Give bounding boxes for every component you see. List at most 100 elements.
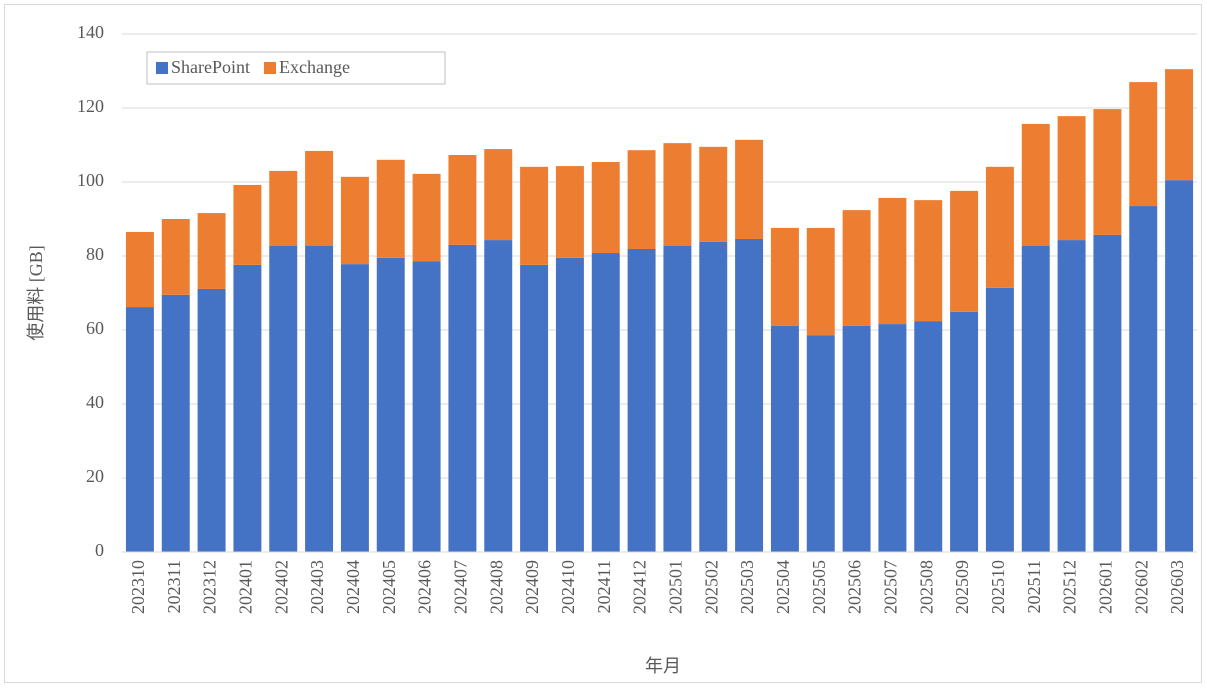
x-tick-label: 202506: [845, 560, 865, 614]
y-tick-label: 80: [86, 244, 104, 264]
bar-segment: [770, 325, 799, 552]
bar-segment: [1165, 69, 1194, 181]
legend-label: Exchange: [279, 57, 350, 77]
x-tick-label: 202511: [1024, 560, 1044, 613]
x-tick-label: 202412: [630, 560, 650, 614]
bar-segment: [806, 335, 835, 552]
bar-segment: [1021, 246, 1050, 552]
x-tick-label: 202602: [1131, 560, 1151, 614]
legend-box: [146, 51, 446, 85]
y-axis-title: 使用料 [GB]: [26, 245, 46, 341]
x-tick-label: 202411: [594, 560, 614, 613]
x-tick-label: 202501: [666, 560, 686, 614]
bar-segment: [950, 311, 979, 552]
bar-segment: [161, 219, 190, 295]
y-tick-label: 60: [86, 318, 104, 338]
bar-segment: [985, 166, 1014, 288]
bar-segment: [1021, 123, 1050, 247]
x-tick-label: 202409: [522, 560, 542, 614]
x-tick-label: 202603: [1167, 560, 1187, 614]
x-tick-label: 202502: [701, 560, 721, 614]
y-tick-label: 100: [77, 170, 104, 190]
x-tick-label: 202508: [916, 560, 936, 614]
bar-segment: [842, 325, 871, 552]
x-tick-label: 202405: [379, 560, 399, 614]
bar-segment: [555, 166, 584, 258]
bar-segment: [448, 154, 477, 245]
bar-segment: [699, 241, 728, 552]
bar-segment: [663, 143, 692, 247]
x-tick-label: 202404: [343, 560, 363, 614]
bar-segment: [1129, 206, 1158, 553]
bar-segment: [376, 159, 405, 258]
bar-segment: [125, 307, 154, 552]
y-tick-label: 20: [86, 466, 104, 486]
x-tick-label: 202402: [271, 560, 291, 614]
y-tick-label: 40: [86, 392, 104, 412]
x-tick-label: 202403: [307, 560, 327, 614]
bar-segment: [914, 200, 943, 322]
x-tick-label: 202312: [200, 560, 220, 614]
bar-segment: [1165, 180, 1194, 552]
bar-segment: [950, 190, 979, 312]
bar-segment: [484, 240, 513, 552]
x-tick-label: 202512: [1060, 560, 1080, 614]
bar-segment: [627, 150, 656, 249]
bar-segment: [770, 227, 799, 326]
bar-segment: [197, 288, 226, 552]
bar-segment: [914, 321, 943, 552]
x-tick-label: 202509: [952, 560, 972, 614]
bar-segment: [125, 231, 154, 308]
legend-swatch: [156, 62, 168, 74]
x-tick-label: 202310: [128, 560, 148, 614]
bar-segment: [269, 170, 298, 247]
bar-segment: [233, 264, 262, 552]
y-tick-label: 120: [77, 96, 104, 116]
x-tick-label: 202503: [737, 560, 757, 614]
bar-segment: [484, 149, 513, 241]
x-tick-label: 202601: [1096, 560, 1116, 614]
legend-swatch: [264, 62, 276, 74]
bar-segment: [340, 176, 369, 265]
x-tick-label: 202504: [773, 560, 793, 614]
bar-segment: [735, 238, 764, 553]
x-tick-label: 202507: [881, 560, 901, 614]
bar-segment: [520, 264, 549, 552]
bar-segment: [233, 184, 262, 265]
bar-segment: [878, 324, 907, 552]
bar-segment: [985, 287, 1014, 552]
bar-segment: [735, 139, 764, 239]
bar-segment: [1129, 82, 1158, 207]
bar-segment: [448, 244, 477, 552]
legend-label: SharePoint: [171, 57, 250, 77]
bar-segment: [1057, 116, 1086, 241]
x-tick-label: 202408: [486, 560, 506, 614]
bar-segment: [1093, 109, 1122, 235]
bar-segment: [878, 197, 907, 325]
bar-segment: [305, 246, 334, 552]
bar-segment: [627, 248, 656, 552]
bar-segment: [591, 162, 620, 254]
y-tick-label: 0: [95, 540, 104, 560]
bar-segment: [161, 294, 190, 552]
bar-segment: [197, 213, 226, 289]
bar-segment: [591, 253, 620, 553]
bar-segment: [555, 257, 584, 552]
bar-segment: [340, 264, 369, 552]
x-tick-label: 202505: [809, 560, 829, 614]
bar-segment: [1093, 234, 1122, 552]
bar-segment: [412, 261, 441, 552]
x-tick-label: 202406: [415, 560, 435, 614]
bar-segment: [269, 246, 298, 552]
x-tick-label: 202510: [988, 560, 1008, 614]
x-tick-label: 202410: [558, 560, 578, 614]
bar-segment: [663, 246, 692, 552]
bar-segment: [699, 146, 728, 242]
x-axis-title: 年月: [645, 656, 681, 676]
bar-segment: [520, 166, 549, 265]
bar-segment: [305, 150, 334, 247]
bar-segment: [842, 210, 871, 326]
bar-segment: [376, 257, 405, 552]
y-tick-label: 140: [77, 22, 104, 42]
